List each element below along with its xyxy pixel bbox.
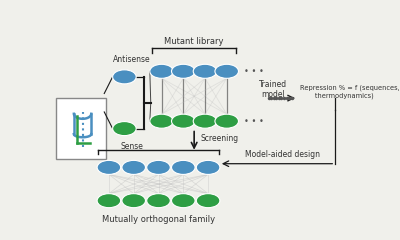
Circle shape <box>97 194 121 208</box>
Circle shape <box>122 194 146 208</box>
Text: • • •: • • • <box>244 117 264 126</box>
Circle shape <box>172 64 195 78</box>
Text: Mutually orthogonal family: Mutually orthogonal family <box>102 215 215 224</box>
Circle shape <box>172 114 195 128</box>
Circle shape <box>215 114 238 128</box>
Text: Screening: Screening <box>200 134 238 143</box>
Circle shape <box>172 194 195 208</box>
Circle shape <box>97 160 121 174</box>
Text: Model-aided design: Model-aided design <box>245 150 320 159</box>
Text: Antisense: Antisense <box>113 55 151 64</box>
FancyBboxPatch shape <box>56 98 106 159</box>
Text: Repression % = f (sequences,
       thermodynamics): Repression % = f (sequences, thermodynam… <box>300 85 399 99</box>
Text: • • •: • • • <box>244 67 264 76</box>
Circle shape <box>147 194 170 208</box>
Circle shape <box>150 114 173 128</box>
Circle shape <box>172 160 195 174</box>
Text: Trained
model: Trained model <box>259 80 287 100</box>
Circle shape <box>196 160 220 174</box>
Text: Sense: Sense <box>121 142 144 150</box>
Circle shape <box>147 160 170 174</box>
Circle shape <box>193 114 217 128</box>
Circle shape <box>122 160 146 174</box>
Circle shape <box>150 64 173 78</box>
Text: Mutant library: Mutant library <box>164 37 224 46</box>
Circle shape <box>196 194 220 208</box>
Circle shape <box>113 122 136 136</box>
Circle shape <box>215 64 238 78</box>
Circle shape <box>193 64 217 78</box>
Circle shape <box>113 70 136 84</box>
